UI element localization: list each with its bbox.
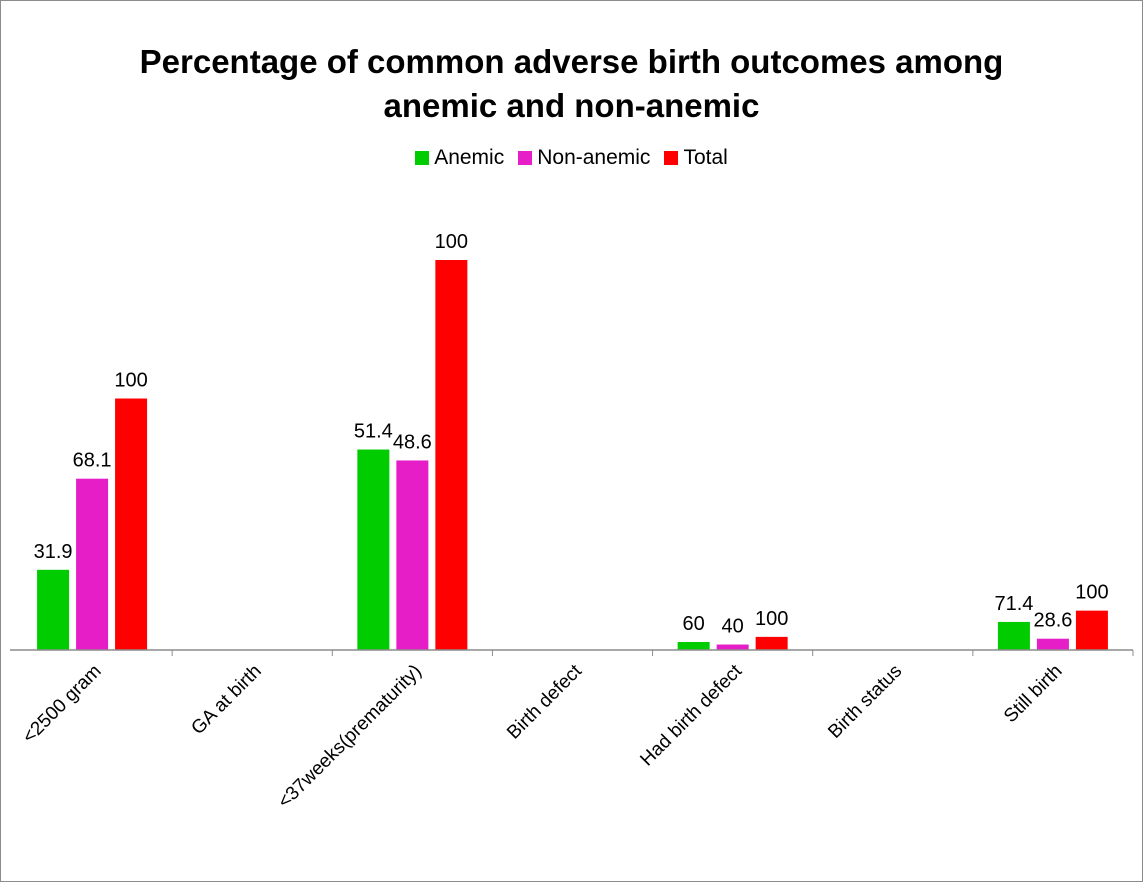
bars-group [37,260,1108,650]
category-label-2500-gram: <2500 gram [19,661,106,748]
chart-title-line-1: Percentage of common adverse birth outco… [139,43,1004,80]
data-label-anemic-had-birth-defect: 60 [683,613,705,635]
bar-anemic-still-birth [997,621,1030,650]
category-label-ga-at-birth: GA at birth [187,661,265,739]
category-label-had-birth-defect: Had birth defect [636,660,746,770]
bar-non-anemic-2500-gram [76,478,109,650]
category-label-birth-status: Birth status [824,661,906,743]
data-label-anemic-still-birth: 71.4 [994,593,1033,615]
data-label-non-anemic-still-birth: 28.6 [1033,610,1072,632]
legend-label-anemic: Anemic [434,146,505,169]
bar-non-anemic-had-birth-defect [716,644,749,650]
chart-title: Percentage of common adverse birth outco… [0,40,1143,128]
bar-total-2500-gram [115,398,148,650]
legend: Anemic Non-anemic Total [0,146,1143,170]
bar-anemic-2500-gram [37,569,70,650]
data-label-total-still-birth: 100 [1075,582,1108,604]
legend-swatch-non-anemic [518,151,533,165]
bar-total-still-birth [1075,610,1108,650]
data-label-total-had-birth-defect: 100 [755,608,788,630]
category-label-37weeks-prematurity: <37weeks(prematurity) [274,661,426,813]
legend-swatch-anemic [415,151,430,165]
legend-label-non-anemic: Non-anemic [537,146,651,169]
category-label-still-birth: Still birth [1000,661,1066,727]
x-ticks-group [171,650,1134,656]
data-label-non-anemic-had-birth-defect: 40 [722,616,744,638]
data-label-anemic-2500-gram: 31.9 [34,541,73,563]
legend-label-total: Total [683,146,728,169]
legend-item-anemic: Anemic [415,146,504,170]
data-label-total-2500-gram: 100 [114,370,147,392]
legend-item-total: Total [664,146,728,170]
category-labels-group: <2500 gram GA at birth <37weeks(prematurit… [19,660,1067,812]
bar-total-had-birth-defect [755,636,788,650]
bar-non-anemic-37weeks-prematurity [396,460,429,650]
data-label-non-anemic-2500-gram: 68.1 [73,450,112,472]
chart-title-line-2: anemic and non-anemic [383,87,760,124]
legend-item-non-anemic: Non-anemic [518,146,650,170]
bar-non-anemic-still-birth [1036,638,1069,650]
bar-anemic-37weeks-prematurity [357,449,390,650]
bar-total-37weeks-prematurity [435,260,468,650]
bar-anemic-had-birth-defect [677,641,710,650]
legend-swatch-total [664,151,679,165]
data-label-anemic-37weeks-prematurity: 51.4 [354,421,393,443]
category-label-birth-defect: Birth defect [503,660,586,743]
data-label-total-37weeks-prematurity: 100 [435,231,468,253]
data-label-non-anemic-37weeks-prematurity: 48.6 [393,431,432,453]
